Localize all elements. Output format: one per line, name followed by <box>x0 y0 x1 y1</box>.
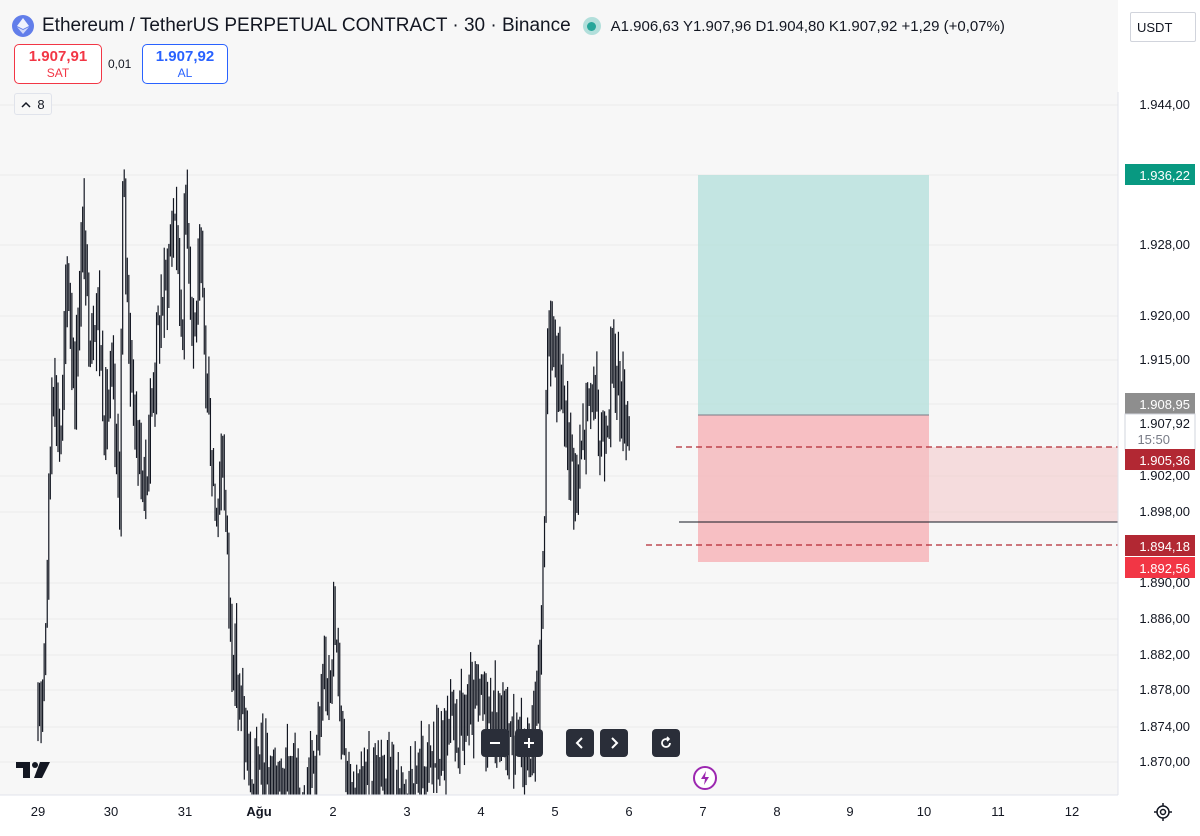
x-tick-label: 12 <box>1065 804 1079 819</box>
red-line-label: 1.905,36 <box>1139 453 1190 468</box>
y-tick-label: 1.920,00 <box>1139 308 1190 323</box>
x-tick-label: 5 <box>551 804 558 819</box>
x-tick-label: 6 <box>625 804 632 819</box>
chevron-up-icon <box>21 101 31 108</box>
spread-value: 0,01 <box>108 57 132 71</box>
y-tick-label: 1.878,00 <box>1139 682 1190 697</box>
chart-header: Ethereum / TetherUS PERPETUAL CONTRACT ·… <box>12 12 1005 40</box>
loss-bottom-label-bg <box>1125 557 1195 578</box>
zoom-in-button[interactable] <box>515 729 543 757</box>
reset-controls <box>652 729 680 757</box>
x-tick-label: 3 <box>403 804 410 819</box>
zoom-controls <box>481 729 543 757</box>
chevron-left-icon <box>575 737 583 749</box>
lightning-icon <box>701 771 709 785</box>
gear-icon[interactable] <box>1152 801 1174 823</box>
sell-label: SAT <box>46 66 70 80</box>
candle-countdown: 15:50 <box>1137 432 1170 447</box>
loss-bottom-label: 1.892,56 <box>1139 561 1190 576</box>
projection-zone <box>698 447 1118 522</box>
y-tick-label: 1.915,00 <box>1139 352 1190 367</box>
y-tick-label: 1.886,00 <box>1139 611 1190 626</box>
x-tick-label: 29 <box>31 804 45 819</box>
y-tick-label: 1.882,00 <box>1139 647 1190 662</box>
chevron-right-icon <box>611 737 619 749</box>
ethereum-icon <box>12 15 34 37</box>
time-axis-bg <box>0 795 1118 836</box>
current-price-label: 1.907,92 <box>1139 416 1190 431</box>
current-price-box <box>1124 413 1196 451</box>
time-axis[interactable]: 29 30 31 Ağu 2 3 4 5 6 7 8 9 10 11 12 <box>0 794 1118 836</box>
stop-label-bg <box>1125 535 1195 556</box>
x-tick-label: Ağu <box>246 804 271 819</box>
reset-chart-button[interactable] <box>652 729 680 757</box>
price-axis[interactable]: 1.944,00 1.928,00 1.920,00 1.915,00 1.90… <box>1117 0 1200 836</box>
target-price-label: 1.936,22 <box>1139 168 1190 183</box>
indicators-toggle-button[interactable]: 8 <box>14 93 52 115</box>
y-tick-label: 1.874,00 <box>1139 719 1190 734</box>
y-tick-label: 1.870,00 <box>1139 754 1190 769</box>
zoom-out-button[interactable] <box>481 729 509 757</box>
x-tick-label: 2 <box>329 804 336 819</box>
scroll-right-button[interactable] <box>600 729 628 757</box>
x-tick-label: 8 <box>773 804 780 819</box>
x-tick-label: 11 <box>991 804 1005 819</box>
sell-button[interactable]: 1.907,91 SAT <box>14 44 102 84</box>
y-tick-label: 1.944,00 <box>1139 97 1190 112</box>
market-open-icon <box>582 17 601 35</box>
x-tick-label: 9 <box>846 804 853 819</box>
x-tick-label: 30 <box>104 804 118 819</box>
currency-value: USDT <box>1137 20 1173 35</box>
ohlc-bars <box>37 169 630 811</box>
minus-icon <box>490 742 500 744</box>
stop-price-label: 1.894,18 <box>1139 539 1190 554</box>
y-tick-label: 1.898,00 <box>1139 504 1190 519</box>
x-tick-label: 4 <box>477 804 484 819</box>
tradingview-logo[interactable] <box>16 758 58 782</box>
scroll-left-button[interactable] <box>566 729 594 757</box>
sell-price: 1.907,91 <box>28 48 88 65</box>
symbol-title[interactable]: Ethereum / TetherUS PERPETUAL CONTRACT ·… <box>42 15 571 36</box>
target-price-label-bg <box>1125 164 1195 185</box>
plus-icon <box>524 738 534 748</box>
indicator-count: 8 <box>37 96 45 112</box>
y-tick-label: 1.902,00 <box>1139 468 1190 483</box>
red-line-label-bg <box>1125 449 1195 470</box>
scroll-controls <box>566 729 628 757</box>
buy-label: AL <box>177 66 193 80</box>
x-tick-label: 7 <box>699 804 706 819</box>
y-tick-label: 1.890,00 <box>1139 575 1190 590</box>
x-tick-label: 10 <box>917 804 931 819</box>
ohlc-values: A1.906,63 Y1.907,96 D1.904,80 K1.907,92 … <box>610 17 1005 35</box>
x-tick-label: 31 <box>178 804 192 819</box>
entry-price-label: 1.908,95 <box>1139 397 1190 412</box>
buy-price: 1.907,92 <box>155 48 215 65</box>
currency-dropdown[interactable]: USDT <box>1130 12 1196 42</box>
reset-icon <box>661 736 671 748</box>
profit-zone[interactable] <box>698 175 929 415</box>
y-tick-label: 1.928,00 <box>1139 237 1190 252</box>
entry-price-label-bg <box>1125 393 1195 414</box>
lightning-button[interactable] <box>693 766 717 790</box>
buy-button[interactable]: 1.907,92 AL <box>142 44 228 84</box>
